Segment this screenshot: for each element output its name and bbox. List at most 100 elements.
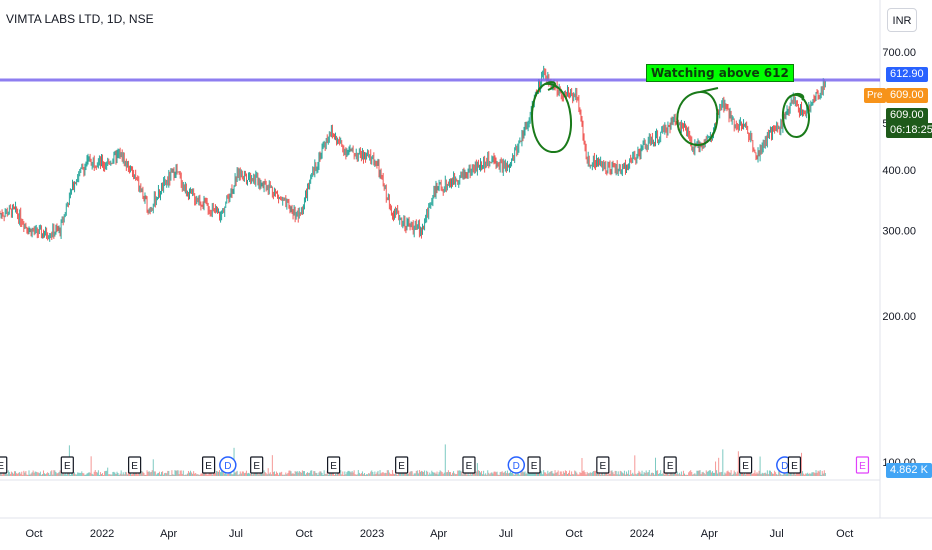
volume-bar xyxy=(235,471,237,476)
volume-bar xyxy=(50,471,52,476)
volume-bar xyxy=(614,470,616,476)
volume-bar xyxy=(781,474,783,476)
volume-bar xyxy=(118,474,120,476)
volume-bar xyxy=(497,474,499,476)
volume-bar xyxy=(768,470,770,476)
volume-bar xyxy=(543,470,545,476)
volume-bar xyxy=(13,471,15,476)
volume-bar xyxy=(6,474,8,476)
volume-bar xyxy=(61,473,63,476)
volume-bar xyxy=(46,473,48,476)
volume-bar xyxy=(354,474,356,476)
volume-bar xyxy=(552,473,554,476)
volume-bar xyxy=(417,473,419,476)
volume-bar xyxy=(662,473,664,476)
volume-bar xyxy=(365,474,367,476)
volume-bar xyxy=(73,473,75,476)
volume-bar xyxy=(677,474,679,476)
dividend-marker-icon xyxy=(507,456,526,474)
volume-bar xyxy=(372,471,374,476)
volume-bar xyxy=(439,470,441,476)
volume-bar xyxy=(539,473,541,476)
earnings-marker-label: E xyxy=(667,461,674,472)
volume-bar xyxy=(535,471,537,476)
volume-bar xyxy=(298,471,300,476)
volume-bar xyxy=(765,473,767,476)
pre-market-label: Pre xyxy=(864,88,886,103)
volume-bar xyxy=(422,471,424,476)
volume-bar xyxy=(74,472,76,476)
volume-bar xyxy=(388,472,390,476)
volume-bar xyxy=(632,472,634,476)
volume-bar xyxy=(411,471,413,476)
bar-countdown: 06:18:25 xyxy=(886,123,932,138)
volume-bar xyxy=(692,474,694,476)
volume-bar xyxy=(639,472,641,476)
annotation-text[interactable]: Watching above 612 xyxy=(646,64,794,82)
volume-bar xyxy=(600,474,602,476)
x-tick-label: Apr xyxy=(160,528,177,540)
volume-bar xyxy=(678,472,680,476)
volume-bar xyxy=(807,472,809,476)
volume-bar xyxy=(282,474,284,476)
x-tick-label: Jul xyxy=(229,528,243,540)
volume-bar xyxy=(738,473,740,476)
volume-bar xyxy=(613,474,615,476)
volume-bar xyxy=(335,473,337,476)
volume-bar xyxy=(628,470,630,476)
volume-bar xyxy=(661,473,663,476)
volume-bar xyxy=(26,474,28,476)
hand-drawn-circles xyxy=(531,81,810,154)
volume-bar xyxy=(576,472,578,476)
volume-bar xyxy=(59,470,61,476)
volume-bar xyxy=(171,470,173,476)
volume-bar xyxy=(532,472,534,476)
volume-bar xyxy=(222,471,224,476)
volume-bar xyxy=(577,474,579,476)
volume-bar xyxy=(269,472,271,476)
volume-bar xyxy=(346,472,348,476)
volume-bar xyxy=(633,474,635,476)
volume-bar xyxy=(472,471,474,476)
volume-bar xyxy=(287,472,289,476)
volume-bar xyxy=(507,473,509,476)
volume-bar xyxy=(16,473,18,476)
volume-bar xyxy=(364,472,366,476)
volume-bar xyxy=(295,471,297,476)
drawn-circle-2 xyxy=(676,87,719,147)
volume-bar xyxy=(21,471,23,476)
volume-bar xyxy=(696,470,698,476)
volume-bar xyxy=(415,470,417,476)
volume-bar xyxy=(351,470,353,476)
volume-bar xyxy=(53,470,55,476)
volume-bar xyxy=(318,472,320,476)
volume-bar xyxy=(501,471,503,476)
volume-bar xyxy=(575,471,577,476)
volume-bar xyxy=(549,471,551,476)
volume-bar xyxy=(102,473,104,476)
volume-bar xyxy=(296,471,298,476)
volume-bar xyxy=(468,474,470,476)
volume-bar xyxy=(494,471,496,476)
volume-bar xyxy=(231,474,233,476)
volume-bar xyxy=(566,474,568,476)
volume-bar xyxy=(419,471,421,476)
volume-bar xyxy=(418,470,420,476)
x-tick-label: 2022 xyxy=(90,528,114,540)
volume-bar xyxy=(548,473,550,476)
volume-bar xyxy=(94,470,96,476)
volume-bar xyxy=(464,472,466,476)
earnings-marker-icon xyxy=(201,456,216,474)
x-tick-label: 2023 xyxy=(360,528,384,540)
volume-bar xyxy=(167,470,169,476)
volume-bar xyxy=(79,472,81,476)
volume-bar xyxy=(75,474,77,476)
volume-bar xyxy=(265,473,267,476)
volume-bar xyxy=(36,472,38,476)
volume-bar xyxy=(792,472,794,476)
volume-bar xyxy=(813,472,815,476)
currency-button[interactable]: INR xyxy=(887,8,917,32)
earnings-marker-icon xyxy=(738,456,753,474)
x-tick-label: Apr xyxy=(701,528,718,540)
